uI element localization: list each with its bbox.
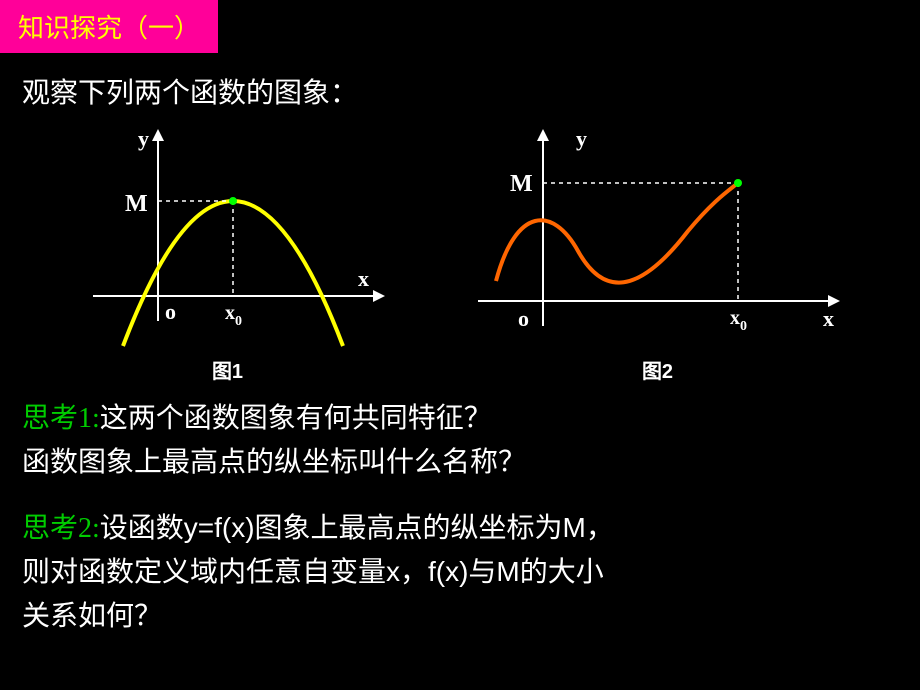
m-label: M	[510, 171, 533, 197]
graph1-caption: 图1	[212, 355, 243, 384]
graph1-wrap: y x M o x0 图1	[63, 121, 393, 384]
max-point	[734, 179, 742, 187]
graph2-wrap: y x M o x0 图2	[458, 121, 858, 384]
cubic-curve	[496, 183, 738, 283]
q2-line3: 关系如何？	[22, 600, 162, 631]
m-label: M	[125, 191, 148, 217]
graph1-svg: y x M o x0	[63, 121, 393, 351]
q1-line1: 这两个函数图象有何共同特征？	[100, 402, 492, 433]
question2: 思考2:设函数y=f(x)图象上最高点的纵坐标为M， 则对函数定义域内任意自变量…	[22, 506, 898, 637]
o-label: o	[165, 299, 176, 324]
graph2-caption: 图2	[642, 355, 673, 384]
header-box: 知识探究（一）	[0, 0, 218, 53]
subtitle: 观察下列两个函数的图象：	[22, 71, 920, 111]
x0-label: x0	[730, 307, 747, 334]
max-point	[229, 197, 237, 205]
q1-line2: 函数图象上最高点的纵坐标叫什么名称？	[22, 446, 526, 477]
x0-label: x0	[225, 302, 242, 329]
header-title: 知识探究（一）	[18, 13, 200, 43]
q1-label: 思考1:	[22, 403, 100, 434]
q2-label: 思考2:	[22, 513, 100, 544]
graphs-row: y x M o x0 图1 y x	[0, 121, 920, 384]
o-label: o	[518, 306, 529, 331]
y-label: y	[576, 126, 587, 151]
x-label: x	[823, 306, 834, 331]
q2-line1: 设函数y=f(x)图象上最高点的纵坐标为M，	[100, 512, 614, 543]
question1: 思考1:这两个函数图象有何共同特征？ 函数图象上最高点的纵坐标叫什么名称？	[22, 396, 898, 484]
q2-line2: 则对函数定义域内任意自变量x，f(x)与M的大小	[22, 556, 604, 587]
x-label: x	[358, 266, 369, 291]
graph2-svg: y x M o x0	[458, 121, 858, 351]
y-label: y	[138, 126, 149, 151]
